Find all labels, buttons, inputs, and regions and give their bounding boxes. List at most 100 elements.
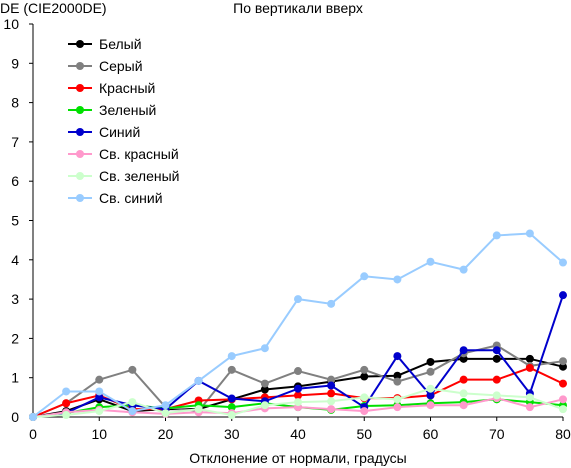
legend-label: Белый xyxy=(99,36,142,52)
data-point xyxy=(128,407,137,416)
data-point xyxy=(525,393,534,402)
y-tick-label: 9 xyxy=(11,55,19,71)
data-point xyxy=(525,354,534,363)
data-point xyxy=(360,407,369,416)
legend: Белый Серый Красный Зеленый Синий Св. красный… xyxy=(68,36,179,206)
x-tick-label: 30 xyxy=(224,426,240,442)
y-tick-label: 6 xyxy=(11,173,19,189)
legend-item: Белый xyxy=(68,36,142,52)
legend-item: Серый xyxy=(68,58,143,74)
data-point xyxy=(559,395,567,404)
y-tick-label: 4 xyxy=(11,252,19,268)
data-point xyxy=(525,229,534,238)
data-point xyxy=(393,352,402,361)
data-point xyxy=(62,411,71,420)
legend-label: Св. синий xyxy=(99,190,163,206)
data-point xyxy=(327,405,336,414)
data-point xyxy=(62,399,71,408)
data-point xyxy=(393,377,402,386)
data-point xyxy=(327,381,336,390)
data-point xyxy=(260,379,269,388)
data-point xyxy=(294,295,302,304)
data-point xyxy=(559,379,567,388)
data-point xyxy=(294,384,302,393)
data-point xyxy=(161,409,170,418)
data-point xyxy=(559,362,567,371)
data-point xyxy=(95,387,104,396)
legend-label: Зеленый xyxy=(99,102,156,118)
data-point xyxy=(525,363,534,372)
data-point xyxy=(327,299,336,308)
data-point xyxy=(62,387,71,396)
legend-label: Св. зеленый xyxy=(99,168,179,184)
data-point xyxy=(492,375,501,384)
x-tick-label: 80 xyxy=(555,426,571,442)
legend-swatch-marker xyxy=(76,106,84,114)
data-point xyxy=(426,367,435,376)
data-point xyxy=(294,398,302,407)
data-point xyxy=(525,403,534,412)
data-point xyxy=(327,389,336,398)
data-point xyxy=(559,357,567,366)
data-point xyxy=(393,395,402,404)
x-tick-label: 0 xyxy=(29,426,37,442)
data-point xyxy=(227,394,236,403)
legend-label: Серый xyxy=(99,58,143,74)
data-point xyxy=(393,275,402,284)
data-point xyxy=(294,391,302,400)
legend-swatch-marker xyxy=(76,128,84,136)
data-point xyxy=(393,371,402,380)
data-point xyxy=(260,401,269,410)
legend-item: Зеленый xyxy=(68,102,156,118)
x-tick-label: 20 xyxy=(158,426,174,442)
y-tick-label: 1 xyxy=(11,370,19,386)
data-point xyxy=(393,403,402,412)
data-point xyxy=(559,291,567,300)
data-point xyxy=(294,367,302,376)
data-point xyxy=(327,375,336,384)
x-tick-label: 50 xyxy=(356,426,372,442)
legend-item: Св. зеленый xyxy=(68,168,179,184)
data-point xyxy=(360,272,369,281)
series-layer xyxy=(29,229,567,421)
legend-item: Св. синий xyxy=(68,190,163,206)
y-tick-label: 8 xyxy=(11,95,19,111)
data-point xyxy=(128,365,137,374)
x-tick-label: 40 xyxy=(290,426,306,442)
data-point xyxy=(459,389,468,398)
data-point xyxy=(426,357,435,366)
data-point xyxy=(492,231,501,240)
data-point xyxy=(459,375,468,384)
series-8 xyxy=(29,229,567,421)
data-point xyxy=(260,344,269,353)
y-tick-label: 7 xyxy=(11,134,19,150)
data-point xyxy=(492,354,501,363)
data-point xyxy=(227,411,236,420)
data-point xyxy=(459,265,468,274)
legend-swatch-marker xyxy=(76,172,84,180)
y-tick-label: 0 xyxy=(11,409,19,425)
data-point xyxy=(426,257,435,266)
data-point xyxy=(327,397,336,406)
x-tick-label: 10 xyxy=(91,426,107,442)
legend-item: Синий xyxy=(68,124,140,140)
x-tick-label: 70 xyxy=(489,426,505,442)
y-tick-label: 10 xyxy=(3,16,19,32)
chart-title: По вертикали вверх xyxy=(233,0,363,16)
legend-swatch-marker xyxy=(76,40,84,48)
data-point xyxy=(95,393,104,402)
data-point xyxy=(260,385,269,394)
axes: 0 1 2 3 4 5 6 7 8 9 10 0 10 20 30 40 50 60 70 80 xyxy=(3,16,571,442)
data-point xyxy=(492,346,501,355)
legend-label: Св. красный xyxy=(99,146,179,162)
data-point xyxy=(426,384,435,393)
x-axis-title: Отклонение от нормали, градусы xyxy=(189,450,406,466)
data-point xyxy=(459,401,468,410)
data-point xyxy=(194,376,203,385)
data-point xyxy=(360,365,369,374)
y-tick-label: 2 xyxy=(11,330,19,346)
data-point xyxy=(459,354,468,363)
data-point xyxy=(459,346,468,355)
data-point xyxy=(227,352,236,361)
